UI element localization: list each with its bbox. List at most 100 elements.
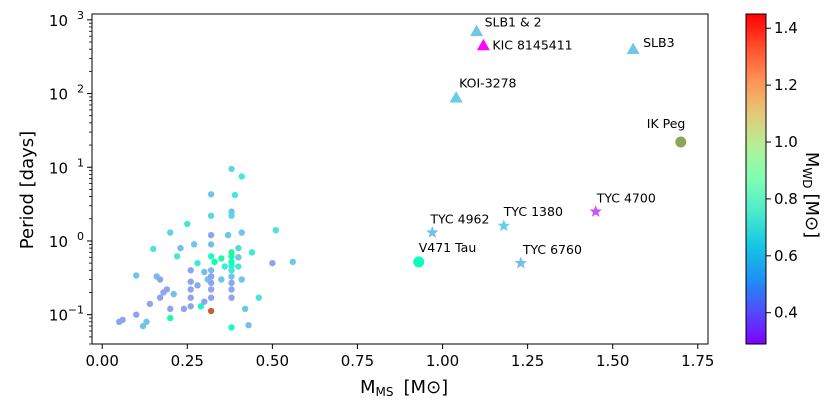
highlighted-star-marker [497, 219, 510, 232]
population-point [133, 272, 140, 279]
population-point [228, 324, 235, 331]
population-point [187, 286, 194, 293]
population-point [207, 212, 215, 219]
highlighted-triangle-marker [626, 42, 640, 55]
annotation-label: TYC 6760 [522, 242, 582, 257]
y-axis-label: Period [days] [17, 131, 38, 249]
population-point [235, 254, 242, 261]
x-tick-label: 0.00 [86, 352, 119, 370]
annotation-label: KOI-3278 [459, 76, 516, 91]
population-point [228, 212, 235, 219]
population-point [133, 311, 140, 318]
population-point [143, 318, 150, 326]
colorbar-tick-label: 1.2 [774, 76, 798, 94]
population-point [207, 273, 215, 280]
annotation-label: TYC 4962 [429, 212, 489, 227]
population-point [201, 298, 208, 305]
x-axis-ticks: 0.00 0.25 0.50 0.75 1.00 1.25 1.50 1.75 [86, 344, 714, 370]
population-point [194, 259, 201, 267]
population-point [170, 290, 177, 298]
y-tick-label: 10 [49, 12, 68, 30]
plot-area [91, 13, 709, 345]
population-point [167, 305, 174, 313]
population-point [255, 294, 262, 301]
y-tick-label: 10 [49, 307, 68, 325]
population-point [228, 286, 235, 293]
y-tick-exponent: 0 [77, 230, 84, 243]
highlighted-star-marker [589, 205, 602, 217]
population-point [173, 253, 181, 260]
population-point [211, 258, 218, 266]
point-annotations: SLB1 & 2 KIC 8145411 SLB3 KOI-3278 IK Peg TYC… [413, 14, 687, 269]
highlighted-triangle-marker [449, 91, 463, 103]
population-point [156, 294, 164, 301]
population-point [184, 220, 191, 228]
population-point [245, 321, 252, 329]
population-point [119, 316, 126, 324]
population-point [218, 276, 225, 283]
annotation-label: V471 Tau [419, 240, 477, 255]
y-tick-exponent: 1 [77, 156, 84, 169]
population-point [207, 286, 215, 293]
scatter-points [116, 165, 296, 331]
population-point [228, 267, 235, 274]
population-point [187, 267, 194, 274]
population-point [180, 305, 188, 313]
annotation-label: KIC 8145411 [492, 37, 572, 52]
y-tick-exponent: 2 [77, 83, 84, 96]
x-axis-label: MMS [M⊙] [360, 377, 448, 399]
colorbar-tick-label: 0.4 [774, 304, 798, 322]
population-point [269, 259, 276, 267]
population-point [207, 294, 215, 301]
population-point [163, 286, 171, 293]
population-point [228, 165, 235, 173]
population-point [228, 273, 235, 280]
x-tick-label: 0.50 [256, 352, 289, 370]
population-point [248, 249, 256, 256]
highlighted-triangle-marker [470, 24, 484, 37]
population-point [231, 191, 239, 199]
colorbar [745, 13, 767, 345]
population-point [156, 276, 164, 283]
population-point [238, 173, 245, 180]
annotation-label: SLB3 [643, 35, 674, 50]
y-tick-label: 10 [49, 233, 68, 251]
population-point [207, 267, 215, 274]
annotation-label: SLB1 & 2 [485, 14, 542, 29]
population-point [150, 245, 157, 253]
y-tick-exponent: 3 [77, 9, 84, 22]
annotation-label: TYC 1380 [503, 204, 563, 219]
population-point [218, 255, 225, 262]
highlighted-circle-marker [675, 136, 687, 148]
population-point [207, 307, 215, 315]
population-point [201, 268, 208, 276]
colorbar-tick-label: 0.8 [774, 190, 798, 208]
population-point [228, 279, 235, 287]
population-point [228, 262, 235, 270]
population-point [241, 305, 249, 313]
highlighted-circle-marker [413, 256, 425, 268]
population-point [146, 300, 154, 308]
y-tick-label: 10 [49, 159, 68, 177]
population-point [207, 253, 215, 260]
x-tick-label: 1.25 [511, 352, 544, 370]
y-tick-exponent: −1 [68, 304, 84, 317]
population-point [187, 303, 194, 310]
population-point [139, 322, 147, 330]
population-point [235, 244, 242, 252]
population-point [190, 241, 198, 248]
population-point [197, 303, 205, 310]
population-point [167, 229, 174, 236]
colorbar-tick-label: 1.4 [774, 19, 798, 37]
population-point [187, 294, 194, 301]
x-tick-label: 1.75 [681, 352, 714, 370]
population-point [228, 294, 235, 301]
x-tick-label: 1.50 [596, 352, 629, 370]
population-point [207, 191, 215, 198]
population-point [272, 226, 279, 234]
population-point [289, 258, 296, 266]
population-point [235, 263, 242, 270]
population-point [207, 231, 215, 239]
